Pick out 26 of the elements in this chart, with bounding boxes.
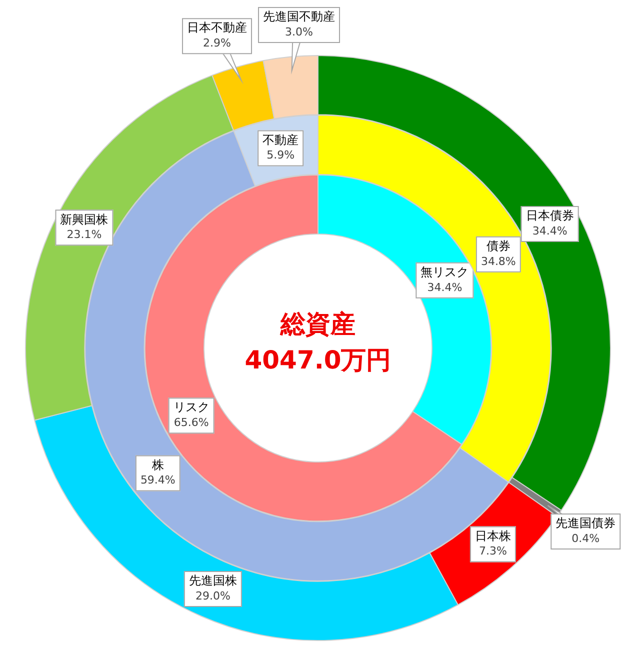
slice-label: 不動産 [262,132,299,147]
slice-label: 無リスク [420,265,469,280]
slice-label: 日本不動産 [187,20,248,35]
data-label: 34.4% [427,280,462,294]
data-label: 34.4% [532,224,568,238]
slice-label: 株 [150,458,164,472]
slice-label: 日本株 [474,528,511,543]
data-label: 2.9% [203,36,231,50]
slice-label: 日本債券 [526,208,574,223]
data-label: 65.6% [174,416,209,429]
text: 総資産 [280,310,356,338]
data-label: 0.4% [572,532,600,545]
data-label: 34.8% [480,254,516,268]
slice-label: 先進国不動産 [263,10,336,24]
data-label: 7.3% [478,544,507,558]
data-label: 23.1% [66,228,102,242]
data-label: 3.0% [285,25,313,38]
data-label: 5.9% [266,148,295,162]
data-label: 59.4% [140,474,176,487]
slice-label: 債券 [486,239,510,254]
slice-label: 先進国株 [188,574,237,588]
text: 4047.0万円 [244,346,392,374]
slice-label: リスク [173,400,210,414]
data-label: 29.0% [195,589,230,602]
slice-label: 先進国債券 [556,516,616,530]
slice-label: 新興国株 [60,212,108,226]
